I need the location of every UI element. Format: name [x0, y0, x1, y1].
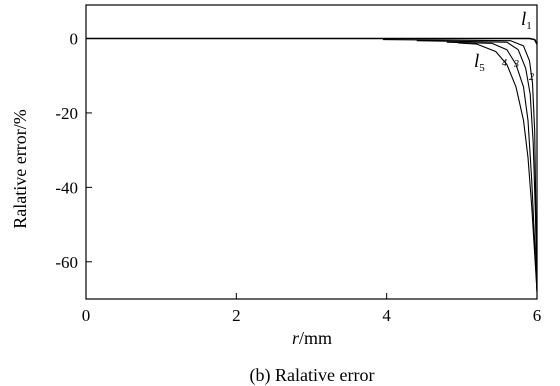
- series-label-l1-sub: 1: [526, 20, 532, 32]
- series-label-l3: 3: [513, 59, 519, 70]
- y-tick-label: -20: [55, 104, 78, 123]
- series-label-l5: l5: [474, 51, 485, 74]
- series-label-l4: 4: [502, 58, 507, 69]
- x-axis-variable: r: [292, 328, 300, 348]
- y-axis-label: Ralative error/%: [10, 109, 30, 228]
- y-tick-label: 0: [70, 29, 79, 48]
- series-label-l2: 2: [529, 72, 534, 83]
- plot-frame: [85, 4, 538, 300]
- x-tick-label: 6: [533, 306, 542, 325]
- series-line-l1: [86, 37, 538, 45]
- figure-caption: (b) Ralative error: [250, 365, 375, 386]
- tick-labels: 0 2 4 6 0 -20 -40 -60: [55, 29, 541, 325]
- plot-lines: [86, 37, 538, 292]
- series-line-l4: [446, 41, 538, 292]
- x-axis-label: r/mm: [292, 328, 332, 348]
- series-line-l2: [382, 39, 538, 292]
- series-label-l5-main: l: [474, 51, 479, 72]
- x-tick-label: 4: [382, 306, 391, 325]
- x-tick-label: 0: [82, 306, 91, 325]
- series-label-l1: l1: [521, 9, 532, 32]
- series-label-l5-sub: 5: [479, 62, 485, 74]
- axis-ticks: [85, 37, 538, 299]
- x-tick-label: 2: [232, 306, 241, 325]
- y-tick-label: -60: [55, 253, 78, 272]
- series-label-l1-main: l: [521, 9, 526, 30]
- series-line-l3: [416, 40, 538, 292]
- series-line-l5: [458, 42, 538, 292]
- x-axis-unit: /mm: [299, 328, 332, 348]
- y-tick-label: -40: [55, 178, 78, 197]
